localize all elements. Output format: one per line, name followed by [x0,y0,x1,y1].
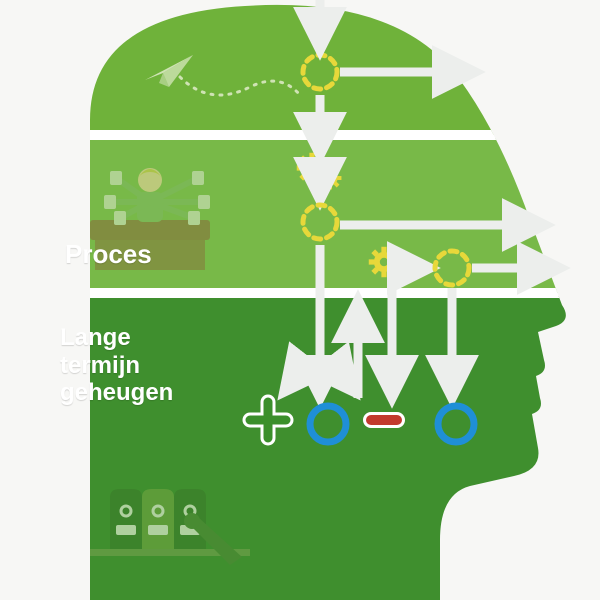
head-diagram-svg [0,0,600,600]
band-label-proces: Proces [65,240,152,270]
band-label-long-term-memory: Langetermijngeheugen [60,324,173,407]
minus-icon [363,412,405,428]
infographic-root: Proces Langetermijngeheugen [0,0,600,600]
